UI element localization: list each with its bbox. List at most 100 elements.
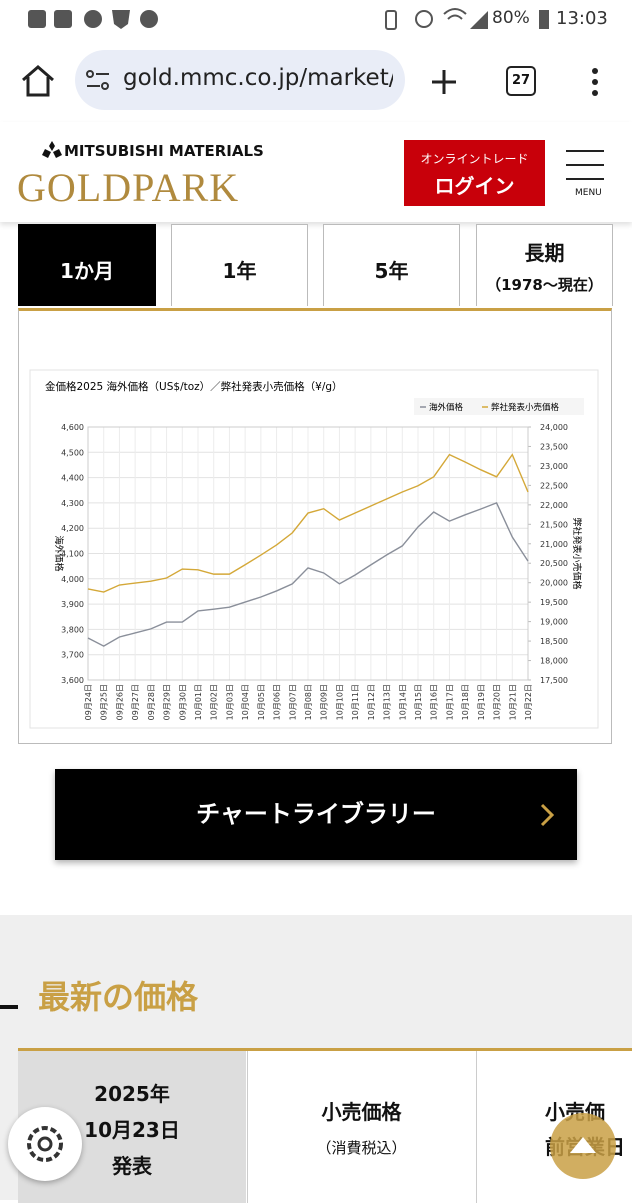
retail-sub: （消費税込） [316, 1139, 407, 1157]
x-tick-label: 10月16日 [430, 684, 439, 720]
price-table: 2025年 10月23日 発表 小売価格 （消費税込） 小売価 前営業日 [18, 1048, 632, 1203]
y-axis-label: 海外価格 [53, 535, 65, 571]
x-tick-label: 09月30日 [178, 684, 187, 720]
latest-section: 最新の価格 2025年 10月23日 発表 小売価格 （消費税込） 小売価 前営… [0, 915, 632, 1203]
x-tick-label: 10月15日 [414, 684, 423, 720]
x-tick-label: 10月21日 [508, 684, 517, 720]
y-tick-label: 3,700 [61, 651, 84, 660]
note: 発表 [112, 1154, 152, 1178]
tab-sub: （1978～現在） [486, 276, 603, 294]
menu-button[interactable] [585, 66, 605, 98]
x-tick-label: 10月02日 [210, 684, 219, 720]
x-tick-label: 09月27日 [131, 684, 140, 720]
login-caption: オンライントレード [420, 152, 529, 166]
x-tick-label: 10月22日 [524, 684, 533, 720]
retail-cell: 小売価格 （消費税込） [247, 1051, 475, 1203]
section-title: 最新の価格 [38, 978, 199, 1016]
hamburger[interactable] [566, 150, 604, 180]
brand-name: MITSUBISHI MATERIALS [64, 142, 264, 160]
x-tick-label: 10月06日 [273, 684, 282, 720]
y-tick-label: 3,600 [61, 676, 84, 685]
x-tick-label: 10月11日 [351, 684, 360, 720]
tab[interactable]: 5年 [323, 224, 460, 306]
chevron [540, 803, 555, 827]
status-bar: 80% 13:03 [0, 0, 632, 40]
tab[interactable]: 1年 [171, 224, 308, 306]
marker [0, 1005, 18, 1009]
y-tick-label: 4,300 [61, 499, 84, 508]
y2-tick-label: 23,000 [540, 462, 568, 471]
logo[interactable]: GOLDPARK [17, 165, 240, 210]
y2-axis-label: 弊社発表小売価格 [571, 517, 583, 589]
chart-frame [29, 369, 599, 729]
x-tick-label: 09月28日 [147, 684, 156, 720]
x-tick-label: 10月13日 [383, 684, 392, 720]
login-label: ログイン [434, 174, 515, 198]
y2-tick-label: 19,500 [540, 598, 568, 607]
x-tick-label: 09月29日 [163, 684, 172, 720]
y-tick-label: 4,400 [61, 474, 84, 483]
x-tick-label: 09月24日 [84, 684, 93, 720]
y2-tick-label: 21,500 [540, 520, 568, 529]
x-tick-label: 10月17日 [445, 684, 454, 720]
url-bar[interactable]: gold.mmc.co.jp/market/g [75, 50, 405, 110]
x-tick-label: 10月01日 [194, 684, 203, 720]
x-tick-label: 10月12日 [367, 684, 376, 720]
new-tab[interactable] [428, 66, 460, 98]
arrow-up [570, 1137, 596, 1153]
y-tick-label: 4,100 [61, 550, 84, 559]
x-tick-label: 10月09日 [320, 684, 329, 720]
x-tick-label: 10月04日 [241, 684, 250, 720]
chart-title: 金価格2025 海外価格（US$/toz）／弊社発表小売価格（¥/g） [45, 380, 343, 393]
tab[interactable]: 1か月 [18, 224, 156, 306]
y2-tick-label: 20,000 [540, 579, 568, 588]
x-tick-label: 10月18日 [461, 684, 470, 720]
x-tick-label: 10月05日 [257, 684, 266, 720]
home-button[interactable] [18, 62, 58, 102]
y2-tick-label: 22,000 [540, 501, 568, 510]
battery: 80% [492, 8, 530, 28]
y2-tick-label: 22,500 [540, 481, 568, 490]
y2-tick-label: 19,000 [540, 618, 568, 627]
year: 2025年 [94, 1082, 170, 1106]
y-tick-label: 4,000 [61, 575, 84, 584]
gear [27, 1126, 63, 1162]
series-line [87, 453, 529, 593]
y-tick-label: 4,200 [61, 524, 84, 533]
retail-label: 小売価格 [321, 1100, 402, 1124]
site-header: MITSUBISHI MATERIALS GOLDPARK オンライントレード … [0, 122, 632, 222]
x-tick-label: 10月20日 [493, 684, 502, 720]
x-tick-label: 10月03日 [225, 684, 234, 720]
x-tick-label: 10月14日 [398, 684, 407, 720]
y2-tick-label: 21,000 [540, 540, 568, 549]
y-tick-label: 4,500 [61, 448, 84, 457]
tab[interactable]: 長期 （1978～現在） [476, 224, 613, 306]
scroll-top[interactable] [550, 1113, 616, 1179]
tab-count[interactable]: 27 [506, 66, 536, 96]
y-tick-label: 4,600 [61, 423, 84, 432]
x-tick-label: 10月19日 [477, 684, 486, 720]
settings-fab[interactable] [8, 1107, 82, 1181]
legend-box [414, 398, 584, 415]
y2-tick-label: 17,500 [540, 676, 568, 685]
login-button[interactable]: オンライントレード ログイン [404, 140, 545, 206]
legend-label: 海外価格 [429, 402, 464, 413]
x-tick-label: 10月10日 [335, 684, 344, 720]
x-tick-label: 09月25日 [100, 684, 109, 720]
x-tick-label: 10月08日 [304, 684, 313, 720]
menu-label: MENU [575, 188, 602, 198]
series-line [87, 502, 529, 647]
legend-label: 弊社発表小売価格 [491, 402, 560, 413]
chart: 金価格2025 海外価格（US$/toz）／弊社発表小売価格（¥/g） 3,60… [29, 369, 599, 729]
y-tick-label: 3,800 [61, 625, 84, 634]
site-info[interactable] [85, 68, 111, 92]
y2-tick-label: 20,500 [540, 559, 568, 568]
clock: 13:03 [556, 8, 608, 29]
tab-label: 長期 [524, 241, 565, 265]
x-tick-label: 10月07日 [288, 684, 297, 720]
chart-library-button[interactable]: チャートライブラリー [55, 769, 577, 860]
button-label: チャートライブラリー [196, 800, 436, 828]
chart-panel [18, 308, 612, 744]
y2-tick-label: 23,500 [540, 442, 568, 451]
